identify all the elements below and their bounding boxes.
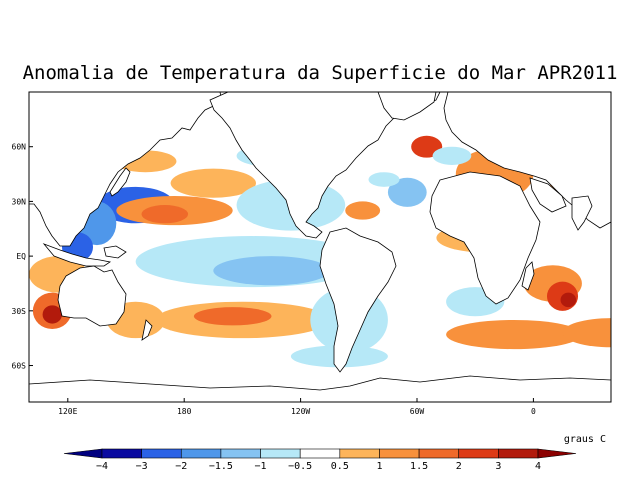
anomaly-gulf-mexico-warm [345,201,380,219]
lon-tick-label: 60W [410,407,425,416]
lat-tick-label: 30N [12,197,27,206]
colorbar-label: −0.5 [288,461,312,472]
anomaly-s-indian-warm [621,302,640,338]
colorbar-label: −1.5 [209,461,233,472]
colorbar: −4 −3 −2 −1.5 −1 −0.5 0.5 1 1.5 2 3 4 [64,449,576,472]
lat-tick-label: EQ [16,252,26,261]
colorbar-label: 0.5 [331,461,349,472]
colorbar-segment [221,449,261,458]
colorbar-label: −1 [255,461,267,472]
colorbar-segment [102,449,142,458]
anomaly-nino-core-cold [213,256,329,285]
lon-tick-label: 120E [58,407,77,416]
colorbar-segment [340,449,380,458]
colorbar-segment [261,449,301,458]
colorbar-label: 1.5 [410,461,428,472]
lon-tick-label: 0 [531,407,536,416]
anomaly-nw-atlantic-cold [433,147,472,165]
colorbar-segment [419,449,459,458]
colorbar-label: 1 [376,461,382,472]
colorbar-segment [181,449,221,458]
lat-tick-label: 30S [12,307,27,316]
colorbar-label: 3 [495,461,501,472]
colorbar-segment [498,449,538,458]
anomaly-arabian-warm [627,214,640,243]
colorbar-label: 2 [456,461,462,472]
anomaly-n-america-cold [369,172,400,187]
anomaly-australia-west-core [43,305,62,323]
colorbar-label: 4 [535,461,541,472]
colorbar-segment [142,449,182,458]
colorbar-label: −2 [175,461,187,472]
colorbar-high-arrow [538,449,576,458]
lat-tick-label: 60S [12,362,27,371]
colorbar-units: graus C [564,434,606,445]
lat-tick-label: 60N [12,143,27,152]
anomaly-angola-core [561,293,577,308]
anomaly-s-indian-core [630,318,640,333]
colorbar-segment [459,449,499,458]
lon-tick-label: 180 [177,407,192,416]
anomaly-s-pacific-core [194,307,272,325]
colorbar-low-arrow [64,449,102,458]
anomaly-kuroshio-core [142,205,189,223]
colorbar-segment [379,449,419,458]
colorbar-label: −4 [96,461,108,472]
colorbar-label: −3 [136,461,148,472]
colorbar-segment [300,449,340,458]
anomaly-s-atlantic-band [446,320,582,349]
lon-tick-label: 120W [291,407,310,416]
